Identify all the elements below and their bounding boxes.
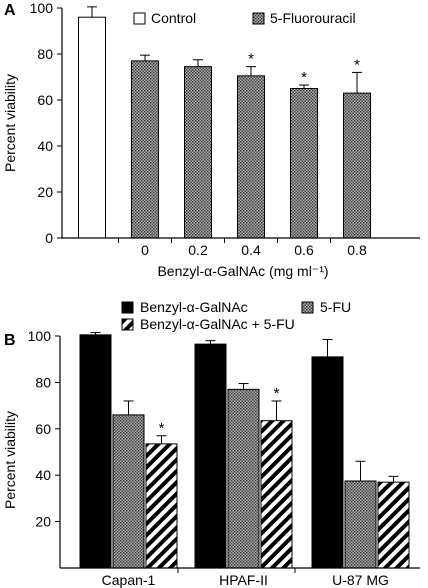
panel-a-y-tick-label: 100 — [30, 0, 54, 16]
panel-b-error-bar — [355, 460, 366, 481]
panel-a-x-tick-label: 0 — [141, 242, 149, 258]
panel-a-y-tick-label: 40 — [37, 138, 53, 154]
panel-b-label: B — [4, 332, 16, 349]
panel-b-y-tick-label: 20 — [35, 514, 51, 530]
panel-a-bar-0 — [131, 60, 159, 239]
panel-b-bar-capan-1-s0 — [79, 334, 112, 569]
panel-a-bar-0.2 — [184, 66, 212, 239]
legend-label-control: Control — [151, 10, 196, 26]
panel-a-y-axis-title: Percent viability — [2, 74, 18, 172]
panel-b-x-tick-label: U-87 MG — [332, 572, 389, 588]
panel-a-y-tick-label: 80 — [37, 46, 53, 62]
panel-a-x-axis-title: Benzyl-α-GalNAc (mg ml⁻¹) — [157, 263, 328, 279]
panel-b-bar-u-87-mg-s0 — [311, 356, 344, 569]
legend-swatch-5-fluorouracil — [252, 12, 265, 25]
panel-b-x-tick-label: Capan-1 — [102, 572, 156, 588]
panel-b-y-tick-label: 80 — [35, 374, 51, 390]
panel-a-annotations: * * * — [248, 51, 360, 86]
legend-label-benzyl-galnac: Benzyl-α-GalNAc — [140, 299, 248, 315]
legend-label-5-fluorouracil: 5-Fluorouracil — [270, 10, 356, 26]
panel-b-y-tick-label: 100 — [28, 328, 52, 344]
panel-a-legend: Control 5-Fluorouracil — [133, 10, 356, 26]
panel-b-y-tick-label: 60 — [35, 421, 51, 437]
panel-b-bar-capan-1-s2 — [145, 443, 178, 569]
panel-a-y-tick-label: 20 — [37, 184, 53, 200]
panel-b-bar-hpaf-ii-s0 — [194, 343, 227, 569]
panel-a-error-bar-control — [87, 6, 97, 18]
panel-a-error-bars — [87, 6, 362, 94]
panel-a-error-bar-0.8 — [352, 71, 362, 94]
panel-a-error-bar-0.6 — [299, 84, 309, 89]
panel-b-error-bar — [156, 435, 167, 444]
panel-a-x-tick-label: 0.6 — [294, 242, 314, 258]
panel-b-error-bar — [271, 400, 282, 421]
panel-b-significance-star: * — [159, 420, 165, 437]
panel-a-x-tick-label: 0.4 — [241, 242, 261, 258]
panel-a-bar-0.6 — [290, 88, 318, 239]
panel-a: * * * 0 20 40 60 80 100 0 0.2 0.4 0.6 0.8 Percent v… — [2, 0, 420, 279]
panel-a-bar-control — [78, 16, 106, 239]
panel-b-x-tick-label: HPAF-II — [219, 572, 268, 588]
panel-a-y-ticks: 0 20 40 60 80 100 — [30, 0, 62, 246]
panel-b-error-bar — [90, 332, 101, 335]
panel-b-error-bars — [90, 332, 399, 483]
panel-a-bar-0.8 — [343, 92, 371, 239]
panel-a-x-tick-label: 0.2 — [188, 242, 208, 258]
panel-a-y-tick-label: 0 — [45, 230, 53, 246]
panel-a-error-bar-0 — [140, 54, 150, 61]
panel-b-bars — [79, 334, 410, 569]
panel-b-annotations: ** — [159, 385, 280, 437]
panel-b-x-ticks: Capan-1 HPAF-II U-87 MG — [102, 568, 389, 588]
panel-b-error-bar — [123, 400, 134, 415]
panel-a-significance-star: * — [248, 51, 254, 68]
panel-a-y-tick-label: 60 — [37, 92, 53, 108]
panel-a-x-tick-label: 0.8 — [347, 242, 367, 258]
panel-a-x-ticks: 0 0.2 0.4 0.6 0.8 — [118, 238, 367, 258]
panel-b-bar-hpaf-ii-s1 — [227, 388, 260, 569]
panel-b-y-ticks: 20 40 60 80 100 — [28, 328, 60, 530]
legend-swatch-combination — [121, 318, 134, 331]
panel-b-bar-u-87-mg-s1 — [344, 480, 377, 569]
panel-a-significance-star: * — [301, 69, 307, 86]
panel-a-significance-star: * — [354, 56, 360, 73]
legend-swatch-benzyl-galnac — [121, 301, 134, 314]
panel-b-significance-star: * — [274, 385, 280, 402]
panel-b-bar-hpaf-ii-s2 — [260, 420, 293, 569]
panel-b-legend: Benzyl-α-GalNAc 5-FU Benzyl-α-GalNAc + 5… — [121, 299, 351, 332]
legend-label-5-fu: 5-FU — [320, 299, 351, 315]
panel-a-error-bar-0.4 — [246, 66, 256, 76]
legend-swatch-control — [133, 12, 146, 25]
panel-b-error-bar — [322, 338, 333, 357]
panel-b-error-bar — [205, 340, 216, 345]
panel-b-y-tick-label: 40 — [35, 467, 51, 483]
panel-a-bars — [78, 16, 371, 239]
legend-label-combination: Benzyl-α-GalNAc + 5-FU — [140, 316, 295, 332]
panel-b-bar-u-87-mg-s2 — [377, 481, 410, 569]
panel-b-error-bar — [238, 383, 249, 390]
panel-a-bar-0.4 — [237, 75, 265, 239]
panel-a-error-bar-0.2 — [193, 59, 203, 67]
panel-b-bar-capan-1-s1 — [112, 414, 145, 569]
panel-a-label: A — [4, 2, 16, 19]
legend-swatch-5-fu — [301, 301, 314, 314]
panel-b-y-axis-title: Percent viability — [2, 411, 18, 509]
panel-b-error-bar — [388, 475, 399, 483]
